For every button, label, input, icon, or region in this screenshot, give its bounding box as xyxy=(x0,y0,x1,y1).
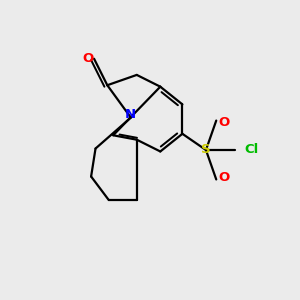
Text: Cl: Cl xyxy=(244,143,259,157)
Text: N: N xyxy=(125,108,136,121)
Text: S: S xyxy=(201,143,211,157)
Text: O: O xyxy=(219,172,230,184)
Text: O: O xyxy=(219,116,230,128)
Text: O: O xyxy=(82,52,93,65)
